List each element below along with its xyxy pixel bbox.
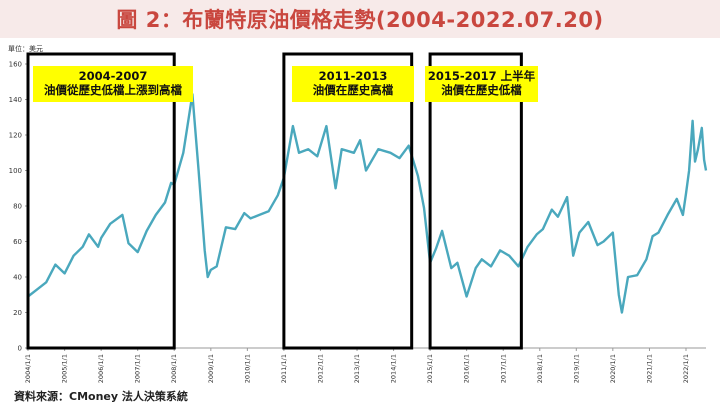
x-tick-label: 2014/1/1 [390,354,398,383]
y-tick-label: 120 [9,132,22,140]
y-tick-label: 60 [13,238,22,246]
y-tick-label: 140 [9,96,22,104]
y-tick-label: 160 [9,61,22,69]
source-note: 資料來源：CMoney 法人決策系統 [14,390,188,403]
chart-title: 圖 2：布蘭特原油價格走勢(2004-2022.07.20) [116,8,604,32]
x-tick-label: 2009/1/1 [207,354,215,383]
highlight-frame-3 [428,52,523,350]
x-tick-label: 2016/1/1 [463,354,471,383]
callout-2015-2017: 2015-2017 上半年 油價在歷史低檔 [425,66,538,102]
x-tick-label: 2013/1/1 [353,354,361,383]
x-tick-label: 2005/1/1 [61,354,69,383]
highlight-frame-1 [26,52,176,350]
x-tick-label: 2012/1/1 [316,354,324,383]
y-tick-label: 40 [13,274,22,282]
callout-2011-2013: 2011-2013 油價在歷史高檔 [292,66,414,102]
x-tick-label: 2004/1/1 [24,354,32,383]
y-tick-label: 0 [18,345,22,353]
y-tick-label: 80 [13,203,22,211]
x-tick-label: 2007/1/1 [134,354,142,383]
callout-2015-2017-period: 2015-2017 上半年 [427,69,536,83]
x-tick-label: 2010/1/1 [243,354,251,383]
y-tick-label: 20 [13,309,22,317]
callout-2011-2013-text: 油價在歷史高檔 [312,83,394,97]
x-tick-label: 2020/1/1 [609,354,617,383]
x-tick-label: 2011/1/1 [280,354,288,383]
brent-price-line [27,92,708,314]
y-tick-label: 100 [9,167,22,175]
callout-2015-2017-text: 油價在歷史低檔 [441,83,522,97]
x-tick-label: 2015/1/1 [426,354,434,383]
callout-2004-2007: 2004-2007 油價從歷史低檔上漲到高檔 [33,66,193,102]
title-bar: 圖 2：布蘭特原油價格走勢(2004-2022.07.20) [0,0,720,38]
callout-2004-2007-period: 2004-2007 [78,69,148,83]
x-tick-label: 2006/1/1 [97,354,105,383]
x-tick-label: 2021/1/1 [645,354,653,383]
callout-2004-2007-text: 油價從歷史低檔上漲到高檔 [44,83,182,97]
x-tick-label: 2018/1/1 [536,354,544,383]
x-tick-label: 2019/1/1 [572,354,580,383]
callout-2011-2013-period: 2011-2013 [318,69,388,83]
highlight-frame-2 [282,52,414,350]
x-tick-label: 2017/1/1 [499,354,507,383]
x-tick-label: 2022/1/1 [682,354,690,383]
unit-label: 單位：美元 [8,45,43,53]
x-tick-label: 2008/1/1 [170,354,178,383]
